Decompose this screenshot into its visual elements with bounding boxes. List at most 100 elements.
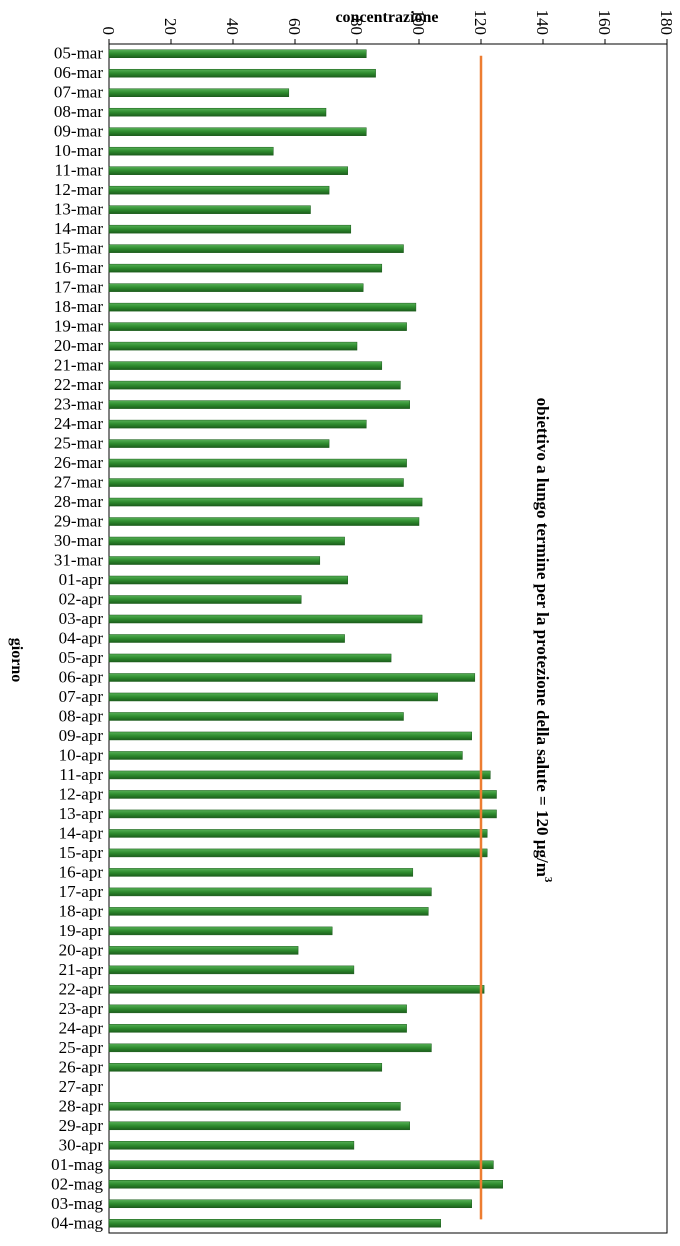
bar	[108, 770, 491, 780]
bar	[108, 244, 404, 253]
category-label: 06-apr	[59, 667, 104, 686]
x-tick-label: 120	[471, 10, 490, 36]
bars	[108, 49, 503, 1228]
category-label: 20-mar	[54, 336, 103, 355]
category-label: 30-mar	[54, 531, 103, 550]
bar	[108, 322, 407, 331]
category-labels: 05-mar06-mar07-mar08-mar09-mar10-mar11-m…	[51, 44, 103, 1233]
bar	[108, 497, 423, 507]
bar	[108, 848, 488, 858]
category-label: 27-mar	[54, 473, 103, 492]
x-tick-label: 80	[347, 18, 366, 35]
bar	[108, 361, 383, 370]
category-label: 21-mar	[54, 356, 103, 375]
category-label: 15-apr	[59, 843, 104, 862]
bar	[108, 127, 367, 136]
bar	[108, 88, 290, 97]
bar	[108, 829, 488, 838]
bar	[108, 1199, 472, 1209]
category-label: 01-apr	[59, 570, 104, 589]
category-label: 05-mar	[54, 44, 103, 63]
x-axis-ticks: 0 20 40 60 80 100 120 140 160 180	[99, 10, 676, 44]
bar	[108, 712, 404, 721]
bar	[108, 1004, 407, 1014]
x-tick-label: 60	[285, 18, 304, 35]
category-label: 14-apr	[59, 823, 104, 842]
bar	[108, 751, 463, 760]
bar	[108, 107, 327, 117]
x-tick-label: 140	[533, 10, 552, 36]
category-label: 04-mag	[51, 1213, 103, 1232]
category-label: 18-mar	[54, 297, 103, 316]
category-label: 29-mar	[54, 512, 103, 531]
category-label: 18-apr	[59, 901, 104, 920]
bar	[108, 556, 321, 565]
bar	[108, 1024, 407, 1033]
category-label: 20-apr	[59, 940, 104, 959]
category-label: 21-apr	[59, 960, 104, 979]
category-label: 28-mar	[54, 492, 103, 511]
x-tick-label: 180	[657, 10, 676, 36]
bar	[108, 887, 432, 897]
category-label: 11-mar	[55, 161, 104, 180]
category-label: 01-mag	[51, 1155, 103, 1174]
bar	[108, 49, 367, 58]
category-label: 10-apr	[59, 745, 104, 764]
bar	[108, 146, 274, 156]
category-label: 10-mar	[54, 141, 103, 160]
bar	[108, 263, 383, 273]
category-label: 07-apr	[59, 687, 104, 706]
bar	[108, 1043, 432, 1053]
x-tick-label: 20	[161, 18, 180, 35]
category-label: 31-mar	[54, 551, 103, 570]
bar	[108, 946, 299, 955]
bar	[108, 166, 348, 175]
category-label: 02-apr	[59, 590, 104, 609]
category-label: 30-apr	[59, 1135, 104, 1154]
bar	[108, 1121, 410, 1131]
category-label: 07-mar	[54, 83, 103, 102]
category-label: 22-mar	[54, 375, 103, 394]
category-label: 28-apr	[59, 1096, 104, 1115]
category-label: 23-mar	[54, 395, 103, 414]
category-label: 13-mar	[54, 200, 103, 219]
bar	[108, 419, 367, 429]
category-label: 15-mar	[54, 239, 103, 258]
category-label: 27-apr	[59, 1077, 104, 1096]
category-label: 09-mar	[54, 122, 103, 141]
category-label: 03-mag	[51, 1194, 103, 1213]
y-axis-title: giorno	[8, 638, 25, 682]
category-label: 04-apr	[59, 629, 104, 648]
category-label: 24-mar	[54, 414, 103, 433]
bar	[108, 68, 376, 78]
category-label: 09-apr	[59, 726, 104, 745]
category-label: 12-apr	[59, 784, 104, 803]
bar	[108, 692, 438, 702]
reference-line-label: obiettivo a lungo termine per la protezi…	[533, 398, 554, 883]
bar	[108, 809, 497, 819]
category-label: 05-apr	[59, 648, 104, 667]
x-tick-label: 160	[595, 10, 614, 36]
category-label: 16-mar	[54, 258, 103, 277]
bar	[108, 907, 429, 916]
bar	[108, 185, 330, 195]
bar	[108, 926, 333, 936]
bar	[108, 1219, 441, 1228]
x-tick-label: 40	[223, 18, 242, 35]
category-label: 12-mar	[54, 180, 103, 199]
bar	[108, 1102, 401, 1111]
bar	[108, 380, 401, 390]
bar	[108, 536, 345, 546]
x-tick-label: 100	[409, 10, 428, 36]
bar	[108, 1063, 383, 1072]
bar	[108, 634, 345, 643]
category-label: 08-mar	[54, 102, 103, 121]
category-label: 08-apr	[59, 706, 104, 725]
bar	[108, 985, 485, 994]
category-label: 13-apr	[59, 804, 104, 823]
bar	[108, 673, 476, 682]
category-label: 26-apr	[59, 1057, 104, 1076]
category-label: 03-apr	[59, 609, 104, 628]
category-label: 25-mar	[54, 434, 103, 453]
bar	[108, 1141, 355, 1150]
